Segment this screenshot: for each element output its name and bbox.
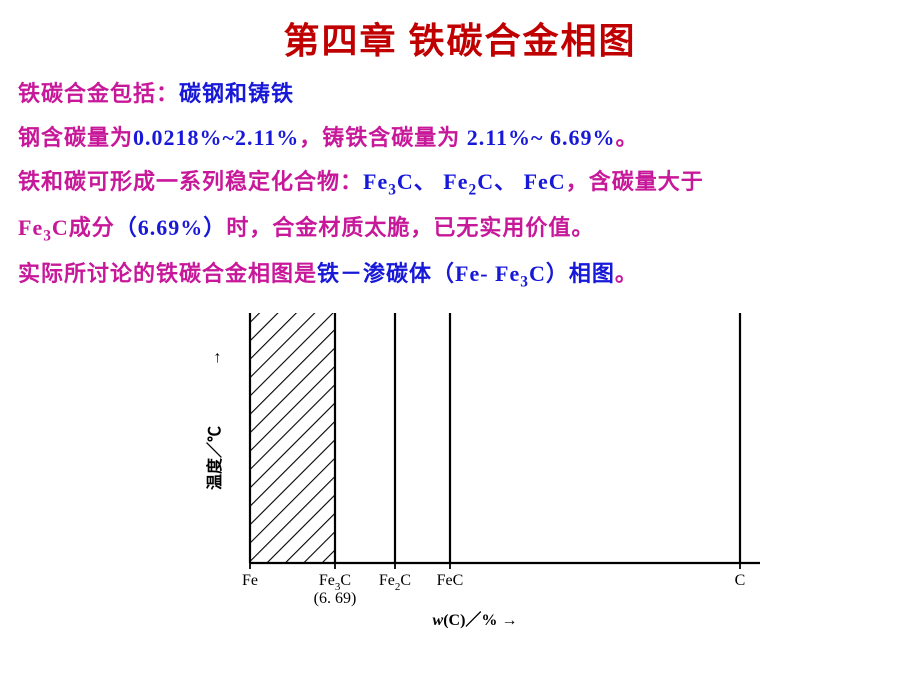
paragraph-2: 钢含碳量为0.0218%~2.11%，铸铁含碳量为 2.11%~ 6.69%。	[18, 116, 902, 160]
paragraph-3: 铁和碳可形成一系列稳定化合物：Fe3C、 Fe2C、 FeC，含碳量大于	[18, 160, 902, 206]
t5b1s: 3	[520, 274, 529, 291]
t2d: 2.11%~ 6.69%	[460, 125, 615, 150]
paragraph-4: Fe3C成分（6.69%）时，合金材质太脆，已无实用价值。	[18, 206, 902, 252]
svg-text:Fe: Fe	[242, 572, 258, 589]
t5a: 实际所讨论的铁碳合金相图是	[18, 261, 317, 286]
t4a1: Fe	[18, 215, 43, 240]
svg-text:w(C)／% →: w(C)／% →	[433, 611, 518, 629]
t4a2: C成分	[52, 215, 115, 240]
page-title: 第四章 铁碳合金相图	[0, 0, 920, 64]
t3b1s: 3	[388, 181, 397, 198]
diagram-container: FeFe3C(6. 69)Fe2CFeCC温度／℃→w(C)／% →	[0, 303, 920, 633]
t2c: ，铸铁含碳量为	[299, 125, 460, 150]
svg-text:(6. 69): (6. 69)	[314, 590, 357, 607]
t5b: 铁－渗碳体（Fe- Fe3C）相图	[317, 261, 615, 286]
content-area: 铁碳合金包括：碳钢和铸铁 钢含碳量为0.0218%~2.11%，铸铁含碳量为 2…	[0, 64, 920, 299]
text-alloy-includes: 铁碳合金包括：	[18, 81, 179, 106]
t5b1: 铁－渗碳体（Fe- Fe	[317, 261, 520, 286]
t4c: 时，合金材质太脆，已无实用价值。	[226, 215, 594, 240]
t5c: 。	[615, 261, 638, 286]
t2e: 。	[616, 125, 639, 150]
svg-text:Fe2C: Fe2C	[379, 572, 411, 593]
t4b: （6.69%）	[115, 215, 227, 240]
svg-text:C: C	[735, 572, 746, 589]
svg-text:→: →	[207, 350, 224, 366]
t2b: 0.0218%~2.11%	[133, 125, 299, 150]
t3b1: Fe	[363, 169, 388, 194]
paragraph-5: 实际所讨论的铁碳合金相图是铁－渗碳体（Fe- Fe3C）相图。	[18, 252, 902, 298]
phase-diagram: FeFe3C(6. 69)Fe2CFeCC温度／℃→w(C)／% →	[140, 303, 780, 633]
t3b2s: 2	[469, 181, 478, 198]
text-steel-cast: 碳钢和铸铁	[179, 81, 294, 106]
t3c: ，含碳量大于	[566, 169, 704, 194]
t4a1s: 3	[43, 228, 52, 245]
t2a: 钢含碳量为	[18, 125, 133, 150]
t3b3: C、 FeC	[477, 169, 565, 194]
t3a: 铁和碳可形成一系列稳定化合物：	[18, 169, 363, 194]
svg-text:温度／℃: 温度／℃	[205, 426, 224, 491]
paragraph-1: 铁碳合金包括：碳钢和铸铁	[18, 72, 902, 116]
svg-text:FeC: FeC	[437, 572, 464, 589]
t3b2: C、 Fe	[397, 169, 469, 194]
t4a: Fe3C成分	[18, 215, 115, 240]
t5b2: C）相图	[529, 261, 615, 286]
t3b: Fe3C、 Fe2C、 FeC	[363, 169, 566, 194]
